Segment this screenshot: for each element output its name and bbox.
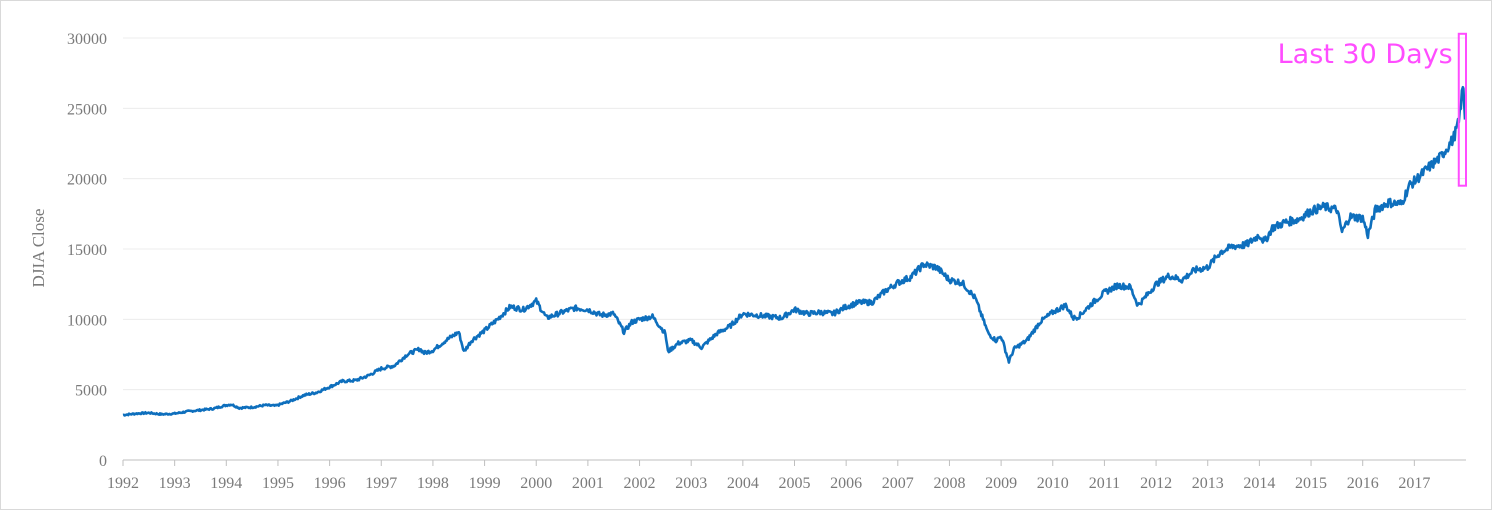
- djia-close-line: [122, 85, 1467, 417]
- axes: 0 5000 10000 15000 20000 25000 30000 1992 1993 19…: [67, 31, 1466, 492]
- x-tick-label: 2007: [882, 475, 914, 492]
- x-tick-label: 1993: [159, 475, 191, 492]
- x-tick-label: 2010: [1037, 475, 1069, 492]
- x-tick-label: 1995: [262, 475, 294, 492]
- y-tick-label: 25000: [67, 101, 107, 118]
- x-tick-label: 2005: [779, 475, 811, 492]
- x-tick-label: 1999: [469, 475, 501, 492]
- x-tick-label: 1997: [365, 475, 397, 492]
- y-tick-label: 10000: [67, 312, 107, 329]
- x-tick-label: 2006: [830, 475, 862, 492]
- y-axis-title: DJIA Close: [29, 209, 48, 288]
- gridlines: [123, 37, 1466, 391]
- x-tick-label: 2011: [1089, 475, 1120, 492]
- x-tick-label: 2009: [985, 475, 1017, 492]
- last-30-days-box: [1457, 32, 1467, 187]
- x-tick-label: 2016: [1347, 475, 1379, 492]
- x-tick-label: 2013: [1192, 475, 1224, 492]
- x-tick-label: 2001: [572, 475, 604, 492]
- x-tick-label: 1998: [417, 475, 449, 492]
- y-tick-label: 30000: [67, 31, 107, 48]
- x-tick-label: 2017: [1398, 475, 1430, 492]
- y-tick-label: 0: [99, 453, 107, 470]
- x-tick-label: 2000: [520, 475, 552, 492]
- series-layer: [122, 85, 1467, 417]
- x-tick-label: 2003: [675, 475, 707, 492]
- y-tick-label: 15000: [67, 242, 107, 259]
- x-tick-label: 1992: [107, 475, 139, 492]
- x-tick-label: 2004: [727, 475, 759, 492]
- x-tick-label: 2002: [624, 475, 656, 492]
- last-30-days-label: Last 30 Days: [1278, 39, 1453, 70]
- annotation-layer: Last 30 Days: [1278, 32, 1467, 187]
- x-tick-label: 1996: [314, 475, 346, 492]
- x-tick-label: 2014: [1243, 475, 1275, 492]
- x-tick-label: 1994: [210, 475, 242, 492]
- x-tick-label: 2015: [1295, 475, 1327, 492]
- x-tick-label: 2008: [933, 475, 965, 492]
- y-tick-label: 20000: [67, 172, 107, 189]
- x-tick-label: 2012: [1140, 475, 1172, 492]
- y-tick-label: 5000: [75, 383, 107, 400]
